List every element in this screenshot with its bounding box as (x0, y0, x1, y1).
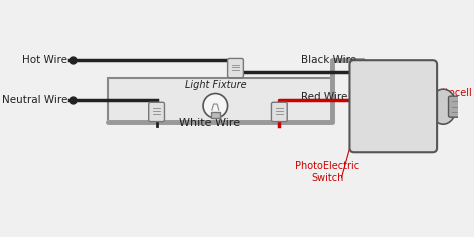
FancyBboxPatch shape (228, 59, 243, 78)
Text: Light Fixture: Light Fixture (184, 80, 246, 90)
Bar (109, 78, 332, 122)
Text: Neutral Wire: Neutral Wire (2, 95, 67, 105)
FancyBboxPatch shape (149, 102, 164, 122)
Circle shape (203, 94, 228, 118)
Ellipse shape (430, 89, 456, 124)
Text: PhotoElectric
Switch: PhotoElectric Switch (295, 161, 360, 183)
FancyBboxPatch shape (448, 96, 468, 117)
Text: Photocell: Photocell (427, 88, 471, 98)
Text: Black Wire: Black Wire (301, 55, 356, 65)
Text: White Wire: White Wire (179, 118, 240, 128)
Text: Red Wire: Red Wire (301, 92, 347, 102)
FancyBboxPatch shape (349, 60, 437, 152)
Bar (211, 112, 220, 118)
Text: Hot Wire: Hot Wire (22, 55, 67, 65)
FancyBboxPatch shape (272, 102, 287, 122)
